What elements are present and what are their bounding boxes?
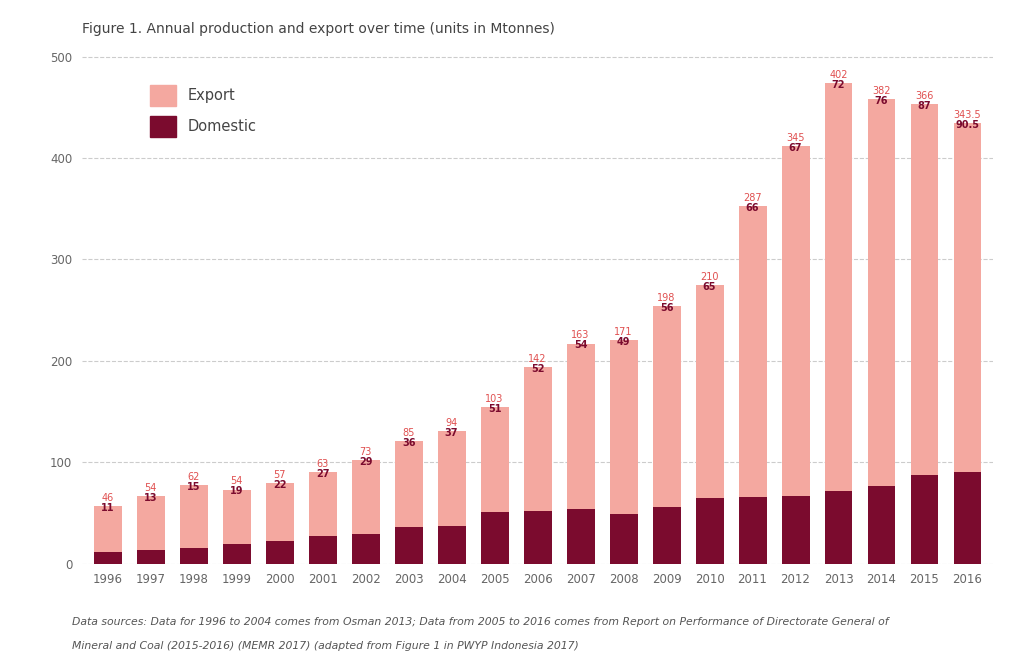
Bar bbox=[394, 527, 423, 564]
Bar bbox=[480, 407, 509, 512]
Bar bbox=[609, 514, 638, 564]
Text: 94: 94 bbox=[445, 418, 458, 428]
Text: 22: 22 bbox=[273, 481, 287, 491]
Bar bbox=[781, 496, 810, 564]
Text: 54: 54 bbox=[144, 483, 157, 493]
Text: 90.5: 90.5 bbox=[955, 121, 980, 131]
Bar bbox=[94, 552, 122, 564]
Bar bbox=[609, 341, 638, 514]
Text: 27: 27 bbox=[316, 469, 330, 479]
Text: 402: 402 bbox=[829, 70, 848, 80]
Text: 54: 54 bbox=[573, 341, 588, 351]
Bar bbox=[867, 487, 895, 564]
Text: Data sources: Data for 1996 to 2004 comes from Osman 2013; Data from 2005 to 201: Data sources: Data for 1996 to 2004 come… bbox=[72, 617, 888, 627]
Bar bbox=[910, 104, 938, 475]
Text: 76: 76 bbox=[874, 96, 888, 106]
Bar bbox=[437, 526, 466, 564]
Text: 163: 163 bbox=[571, 330, 590, 341]
Text: 103: 103 bbox=[485, 394, 504, 404]
Bar bbox=[308, 472, 337, 536]
Bar bbox=[566, 509, 595, 564]
Bar bbox=[652, 306, 681, 507]
Text: 85: 85 bbox=[402, 428, 415, 438]
Text: 382: 382 bbox=[872, 86, 891, 96]
Bar bbox=[265, 483, 294, 541]
Bar bbox=[180, 485, 208, 548]
Bar bbox=[738, 206, 767, 497]
Text: 57: 57 bbox=[273, 471, 286, 481]
Text: 287: 287 bbox=[743, 192, 762, 203]
Text: 62: 62 bbox=[187, 473, 200, 483]
Bar bbox=[308, 536, 337, 564]
Bar bbox=[781, 146, 810, 496]
Bar bbox=[824, 491, 853, 564]
Text: 198: 198 bbox=[657, 293, 676, 303]
Bar bbox=[695, 284, 724, 498]
Text: 65: 65 bbox=[702, 282, 717, 292]
Bar bbox=[222, 544, 251, 564]
Text: 366: 366 bbox=[915, 91, 934, 101]
Text: 210: 210 bbox=[700, 272, 719, 282]
Bar bbox=[566, 343, 595, 509]
Bar bbox=[351, 534, 380, 564]
Text: 142: 142 bbox=[528, 354, 547, 364]
Text: 11: 11 bbox=[101, 503, 115, 512]
Text: 46: 46 bbox=[101, 493, 114, 503]
Text: 72: 72 bbox=[831, 80, 845, 90]
Bar bbox=[695, 498, 724, 564]
Text: 63: 63 bbox=[316, 459, 329, 469]
Bar bbox=[738, 497, 767, 564]
Bar bbox=[94, 506, 122, 552]
Text: 343.5: 343.5 bbox=[953, 111, 981, 121]
Bar bbox=[910, 475, 938, 564]
Bar bbox=[394, 441, 423, 527]
Bar bbox=[824, 83, 853, 491]
Text: 15: 15 bbox=[187, 483, 201, 493]
Text: 87: 87 bbox=[918, 101, 931, 111]
Legend: Export, Domestic: Export, Domestic bbox=[144, 80, 262, 143]
Bar bbox=[652, 507, 681, 564]
Bar bbox=[867, 99, 895, 487]
Bar bbox=[437, 431, 466, 526]
Bar bbox=[180, 548, 208, 564]
Text: 49: 49 bbox=[616, 337, 631, 347]
Text: 345: 345 bbox=[786, 133, 805, 143]
Bar bbox=[953, 123, 981, 472]
Bar bbox=[265, 541, 294, 564]
Text: 54: 54 bbox=[230, 477, 243, 487]
Bar bbox=[523, 367, 552, 511]
Bar bbox=[137, 550, 165, 564]
Bar bbox=[953, 472, 981, 564]
Text: 36: 36 bbox=[401, 438, 416, 448]
Text: 19: 19 bbox=[230, 487, 244, 497]
Text: 13: 13 bbox=[144, 493, 158, 503]
Bar bbox=[523, 511, 552, 564]
Text: 29: 29 bbox=[358, 457, 373, 467]
Text: 56: 56 bbox=[659, 303, 674, 313]
Text: 66: 66 bbox=[745, 203, 759, 213]
Text: 73: 73 bbox=[359, 447, 372, 457]
Text: 67: 67 bbox=[788, 143, 802, 152]
Bar bbox=[480, 512, 509, 564]
Bar bbox=[351, 460, 380, 534]
Text: Figure 1. Annual production and export over time (units in Mtonnes): Figure 1. Annual production and export o… bbox=[82, 21, 555, 36]
Text: 171: 171 bbox=[614, 328, 633, 337]
Text: 37: 37 bbox=[444, 428, 459, 438]
Bar bbox=[222, 489, 251, 544]
Text: 51: 51 bbox=[487, 404, 502, 414]
Bar bbox=[137, 496, 165, 550]
Text: 52: 52 bbox=[530, 364, 545, 374]
Text: Mineral and Coal (2015-2016) (MEMR 2017) (adapted from Figure 1 in PWYP Indonesi: Mineral and Coal (2015-2016) (MEMR 2017)… bbox=[72, 641, 579, 651]
